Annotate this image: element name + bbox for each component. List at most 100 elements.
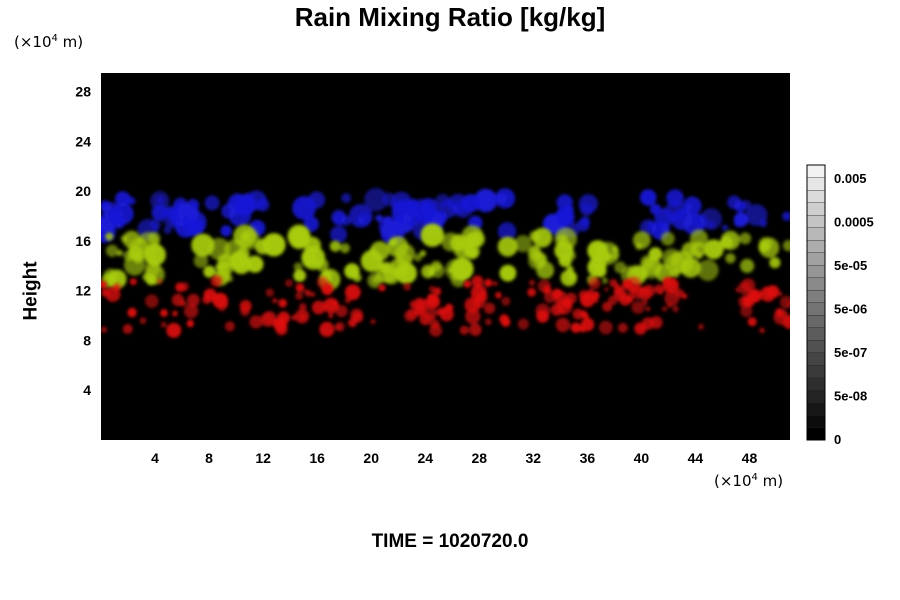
colorbar-level — [806, 252, 826, 266]
field-blob — [501, 317, 511, 327]
time-label: TIME = 1020720.0 — [371, 531, 529, 552]
field-blob — [332, 300, 339, 307]
field-blob — [725, 253, 736, 264]
field-blob — [423, 306, 437, 320]
field-blob — [556, 207, 575, 227]
field-blob — [611, 246, 619, 253]
field-blob — [464, 297, 481, 313]
colorbar-level — [806, 189, 826, 204]
field-blob — [602, 301, 613, 312]
field-blob — [341, 193, 352, 203]
x-tick-label: 40 — [634, 450, 650, 466]
field-blob — [344, 297, 351, 304]
colorbar-level — [806, 414, 826, 429]
field-blob — [409, 300, 418, 308]
field-blob — [175, 282, 185, 292]
colorbar-level — [806, 327, 826, 341]
field-blob — [221, 203, 237, 219]
field-blob — [303, 216, 319, 232]
field-blob — [186, 319, 194, 328]
field-blob — [331, 209, 347, 225]
field-blob — [642, 270, 649, 278]
field-blob — [249, 315, 263, 329]
field-blob — [734, 200, 746, 213]
field-blob — [427, 293, 436, 303]
field-blob — [413, 304, 426, 316]
field-blob — [403, 282, 411, 291]
field-blob — [203, 288, 217, 302]
field-blob — [350, 308, 364, 322]
colorbar-level — [806, 239, 826, 254]
field-blob — [147, 232, 161, 245]
field-blob — [160, 321, 167, 328]
field-blob — [493, 281, 498, 286]
field-blob — [226, 275, 234, 283]
field-blob — [393, 213, 415, 234]
field-blob — [229, 251, 248, 270]
field-blob — [645, 306, 651, 312]
field-blob — [556, 194, 573, 211]
x-axis-unit: (×104 m) — [714, 472, 784, 490]
field-blob — [464, 232, 480, 248]
field-blob — [592, 291, 600, 299]
field-blob — [465, 308, 481, 325]
x-tick-label: 8 — [205, 450, 213, 466]
x-tick-label: 20 — [363, 450, 379, 466]
field-blob — [470, 284, 487, 301]
y-tick-label: 16 — [75, 233, 91, 249]
field-blob — [329, 240, 341, 252]
field-blob — [697, 259, 719, 281]
field-blob — [272, 298, 278, 304]
field-blob — [295, 291, 304, 300]
field-blob — [445, 258, 467, 281]
colorbar-label: 5e-08 — [834, 389, 867, 404]
field-blob — [495, 188, 516, 209]
field-blob — [299, 303, 307, 311]
field-blob — [113, 283, 121, 291]
colorbar-label: 0.005 — [834, 171, 867, 186]
x-tick-label: 28 — [471, 450, 487, 466]
field-blob — [631, 300, 645, 314]
field-blob — [275, 323, 288, 336]
x-tick-label: 24 — [417, 450, 433, 466]
field-blob — [145, 294, 159, 309]
field-blob — [210, 275, 223, 287]
y-tick-label: 20 — [75, 183, 91, 199]
field-blob — [703, 239, 724, 260]
field-blob — [364, 187, 388, 212]
field-blob — [517, 318, 530, 330]
field-blob — [163, 225, 172, 234]
field-blob — [124, 195, 134, 205]
colorbar-label: 0 — [834, 432, 841, 447]
rain-band — [101, 275, 790, 338]
field-blob — [328, 313, 334, 319]
field-blob — [395, 252, 413, 269]
y-tick-label: 12 — [75, 283, 91, 299]
field-blob — [483, 302, 496, 314]
field-blob — [641, 317, 655, 330]
field-blob — [733, 212, 749, 227]
x-tick-label: 12 — [255, 450, 271, 466]
field-blob — [664, 290, 680, 306]
field-blob — [654, 284, 664, 294]
field-blob — [642, 299, 648, 306]
field-blob — [203, 265, 216, 278]
field-blob — [739, 232, 752, 245]
field-blob — [378, 284, 386, 292]
field-blob — [635, 242, 643, 250]
field-blob — [464, 247, 472, 255]
field-blob — [453, 199, 473, 218]
x-tick-label: 44 — [688, 450, 704, 466]
field-blob — [587, 257, 607, 277]
field-blob — [786, 302, 790, 307]
colorbar-level — [806, 314, 826, 329]
field-blob — [528, 279, 536, 286]
field-blob — [550, 303, 563, 316]
colorbar-level — [806, 289, 826, 304]
field-blob — [570, 322, 582, 333]
field-blob — [553, 290, 568, 305]
field-blob — [700, 208, 722, 231]
field-blob — [471, 275, 484, 288]
field-blob — [640, 286, 647, 293]
field-blob — [666, 302, 673, 308]
